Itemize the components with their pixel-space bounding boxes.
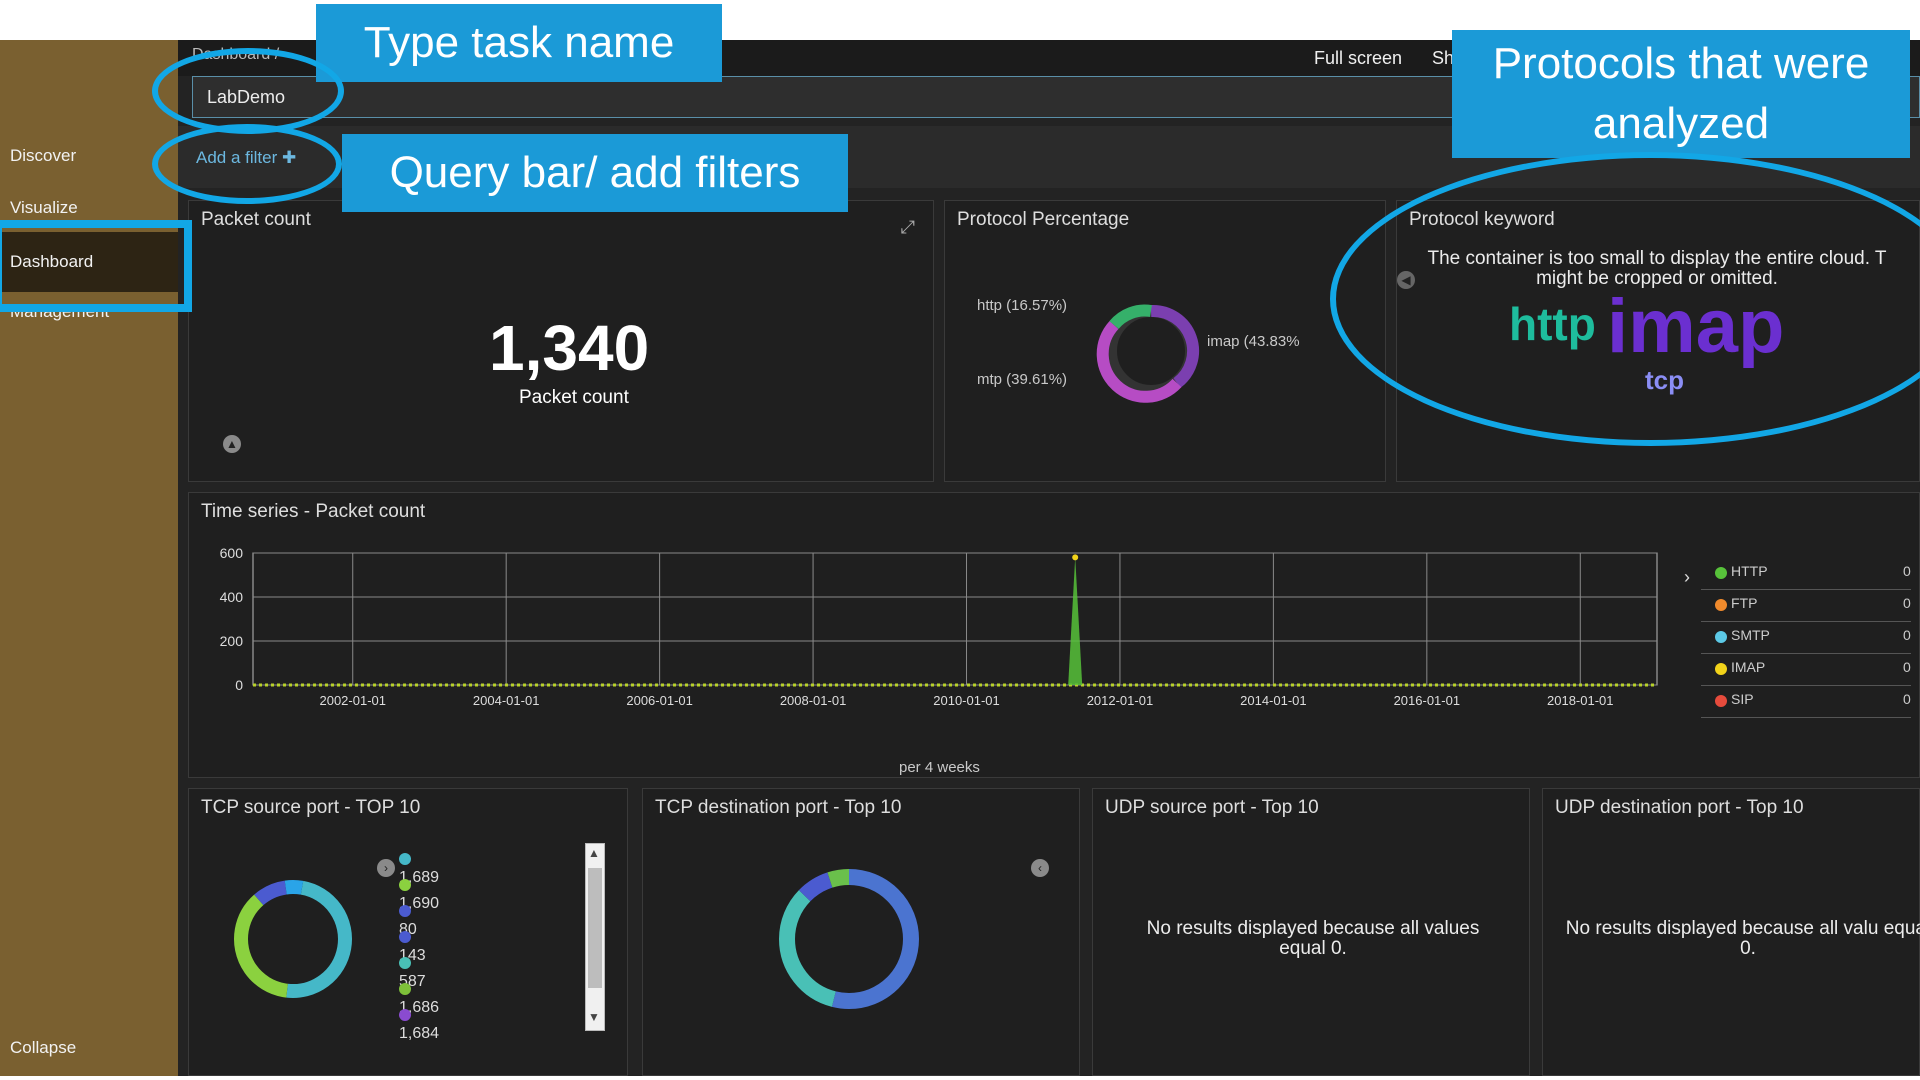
legend-label: SIP [1731, 691, 1754, 707]
empty-message: No results displayed because all values … [1146, 918, 1480, 959]
highlight-add-filter [152, 124, 342, 204]
list-item[interactable]: 1,684 [399, 1007, 439, 1043]
item-label: 1,684 [399, 1025, 440, 1042]
tcp-destination-donut [779, 869, 919, 1009]
slice-http [1109, 304, 1152, 330]
tcp-source-donut [234, 880, 352, 998]
panel-title: UDP source port - Top 10 [1105, 797, 1319, 818]
legend-dot [1715, 567, 1727, 579]
legend-label: FTP [1731, 595, 1758, 611]
label-imap: imap (43.83% [1207, 333, 1300, 350]
highlight-task-name [152, 48, 344, 134]
nav-collapse[interactable]: Collapse [10, 1038, 77, 1057]
expand-icon[interactable]: ⤢ [900, 217, 915, 237]
empty-message: No results displayed because all valu eq… [1565, 918, 1920, 959]
panel-title: TCP destination port - Top 10 [655, 797, 902, 818]
nav-discover[interactable]: Discover [10, 146, 77, 165]
slice-smtp [1096, 320, 1182, 403]
y-tick-label: 400 [220, 589, 244, 605]
legend-dot [1715, 631, 1727, 643]
legend-item-sip[interactable]: SIP 0 [1701, 685, 1911, 718]
udp-source-panel: UDP source port - Top 10 No results disp… [1092, 788, 1530, 1076]
metric-label: Packet count [519, 387, 629, 408]
legend-item-ftp[interactable]: FTP 0 [1701, 589, 1911, 622]
slice-imap [1150, 304, 1200, 388]
panel-title: UDP destination port - Top 10 [1555, 797, 1804, 818]
y-tick-label: 600 [220, 545, 244, 561]
x-tick-label: 2008-01-01 [780, 693, 847, 708]
legend-toggle-icon[interactable]: › [1684, 567, 1690, 587]
time-series-panel: Time series - Packet count 0 200 400 600 200… [188, 492, 1920, 778]
collapse-icon[interactable]: ▲ [223, 435, 241, 453]
share-button[interactable]: Sh [1432, 48, 1455, 68]
legend-item-imap[interactable]: IMAP 0 [1701, 653, 1911, 686]
x-tick-label: 2014-01-01 [1240, 693, 1307, 708]
y-tick-label: 200 [220, 633, 244, 649]
sidebar: Discover Visualize Dashboard Management … [0, 40, 178, 1076]
callout-protocols: Protocols that were analyzed [1452, 30, 1910, 158]
legend-dot [1715, 695, 1727, 707]
scroll-down-icon[interactable]: ▼ [588, 1010, 600, 1024]
callout-query-bar: Query bar/ add filters [342, 134, 848, 212]
protocol-percentage-panel: Protocol Percentage http (16.57%) imap (… [944, 200, 1386, 482]
x-tick-label: 2018-01-01 [1547, 693, 1614, 708]
metric-value: 1,340 [489, 312, 650, 384]
legend-item-smtp[interactable]: SMTP 0 [1701, 621, 1911, 654]
legend-dot [1715, 599, 1727, 611]
legend-item-http[interactable]: HTTP 0 [1701, 557, 1911, 590]
x-tick-label: 2012-01-01 [1087, 693, 1154, 708]
callout-task-name: Type task name [316, 4, 722, 82]
x-tick-label: 2016-01-01 [1394, 693, 1461, 708]
tcp-source-panel: TCP source port - TOP 10 › 1,689 1,690 8… [188, 788, 628, 1076]
legend-value: 0 [1903, 691, 1911, 707]
series-peak-point [1072, 554, 1079, 561]
x-tick-label: 2006-01-01 [626, 693, 693, 708]
legend-label: HTTP [1731, 563, 1768, 579]
x-tick-label: 2010-01-01 [933, 693, 1000, 708]
time-series-chart: 0 200 400 600 2002-01-01 2004-01-01 2006-01-01… [220, 545, 1658, 708]
scrollbar[interactable]: ▲ ▼ [585, 843, 605, 1031]
udp-destination-panel: UDP destination port - Top 10 No results… [1542, 788, 1920, 1076]
legend-label: IMAP [1731, 659, 1766, 675]
collapse-icon[interactable]: › [377, 859, 395, 877]
x-axis-label: per 4 weeks [899, 759, 980, 776]
highlight-dashboard [0, 220, 192, 312]
legend-value: 0 [1903, 595, 1911, 611]
panel-title: TCP source port - TOP 10 [201, 797, 421, 818]
scroll-up-icon[interactable]: ▲ [588, 846, 600, 860]
y-tick-label: 0 [235, 677, 243, 693]
plot-area [252, 552, 1658, 686]
label-http: http (16.57%) [977, 297, 1068, 314]
legend-value: 0 [1903, 659, 1911, 675]
panel-title: Protocol Percentage [957, 209, 1130, 230]
packet-count-panel: Packet count ⤢ 1,340 Packet count ▲ [188, 200, 934, 482]
label-smtp: mtp (39.61%) [977, 371, 1068, 388]
legend-dot [1715, 663, 1727, 675]
nav-visualize[interactable]: Visualize [10, 198, 78, 217]
legend-label: SMTP [1731, 627, 1770, 643]
tcp-destination-panel: TCP destination port - Top 10 ‹ [642, 788, 1080, 1076]
protocol-donut [1096, 304, 1200, 403]
panel-title: Time series - Packet count [201, 501, 426, 522]
highlight-protocol-keyword [1330, 152, 1920, 446]
x-tick-label: 2002-01-01 [319, 693, 386, 708]
scroll-thumb[interactable] [588, 868, 602, 988]
legend: HTTP 0 FTP 0 SMTP 0 IMAP 0 SIP 0 [1701, 557, 1920, 757]
panel-title: Packet count [201, 209, 311, 230]
nav-dashboard[interactable]: Dashboard [0, 232, 178, 292]
legend-value: 0 [1903, 627, 1911, 643]
collapse-icon[interactable]: ‹ [1031, 859, 1049, 877]
series-area-http [1068, 557, 1083, 685]
legend-value: 0 [1903, 563, 1911, 579]
full-screen-button[interactable]: Full screen [1314, 48, 1403, 68]
x-tick-label: 2004-01-01 [473, 693, 539, 708]
